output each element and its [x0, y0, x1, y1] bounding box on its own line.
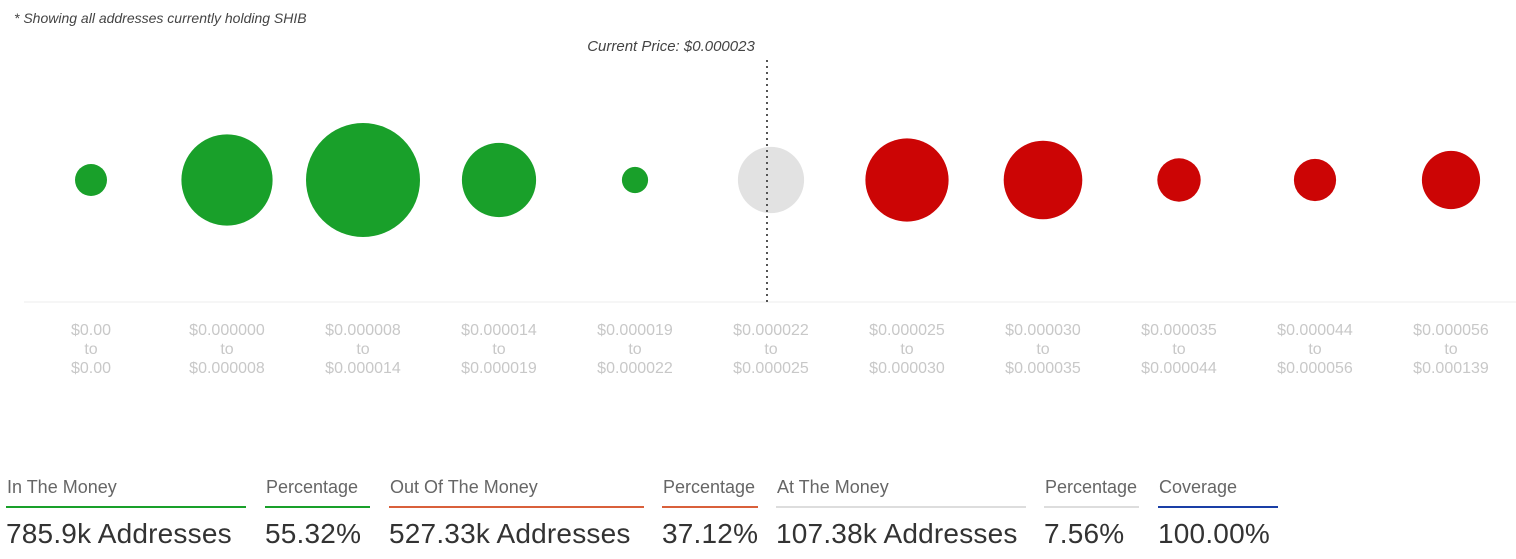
range-to: $0.000035 — [1005, 360, 1081, 377]
summary-value: 55.32% — [265, 518, 362, 549]
bubble-chart — [24, 60, 1516, 303]
range-from: $0.000025 — [869, 322, 945, 339]
range-to: $0.000139 — [1413, 360, 1489, 377]
summary-underline — [389, 506, 644, 508]
range-from: $0.000035 — [1141, 322, 1217, 339]
range-connector: to — [628, 341, 642, 358]
range-to: $0.000056 — [1277, 360, 1353, 377]
range-label: $0.00 to $0.00 — [31, 321, 151, 378]
range-from: $0.000044 — [1277, 322, 1353, 339]
range-connector: to — [1036, 341, 1050, 358]
range-to: $0.00 — [70, 360, 112, 377]
summary-value: 527.33k Addresses — [389, 518, 631, 549]
summary-underline — [1044, 506, 1139, 508]
range-connector: to — [900, 341, 914, 358]
range-label: $0.000014 to $0.000019 — [439, 321, 559, 378]
range-label: $0.000044 to $0.000056 — [1255, 321, 1375, 378]
summary-block: Out Of The Money 527.33k Addresses — [389, 477, 644, 550]
range-connector: to — [764, 341, 778, 358]
range-from: $0.000056 — [1413, 322, 1489, 339]
range-to: $0.000025 — [733, 360, 809, 377]
summary-label: Percentage — [663, 477, 756, 497]
summary-block: At The Money 107.38k Addresses — [776, 477, 1026, 550]
bubble-out-8[interactable] — [1157, 158, 1201, 202]
bubble-in-3[interactable] — [461, 142, 537, 218]
summary-value: 107.38k Addresses — [776, 518, 1018, 549]
range-label: $0.000035 to $0.000044 — [1119, 321, 1239, 378]
range-label: $0.000056 to $0.000139 — [1391, 321, 1511, 378]
summary-label: At The Money — [777, 477, 889, 497]
range-label: $0.000025 to $0.000030 — [847, 321, 967, 378]
summary-label: Percentage — [1045, 477, 1138, 497]
summary-label: Out Of The Money — [390, 477, 538, 497]
range-to: $0.000008 — [189, 360, 265, 377]
range-label: $0.000030 to $0.000035 — [983, 321, 1103, 378]
summary-underline — [662, 506, 758, 508]
range-label: $0.000019 to $0.000022 — [575, 321, 695, 378]
summary-value: 37.12% — [662, 518, 759, 549]
range-label: $0.000000 to $0.000008 — [167, 321, 287, 378]
bubble-in-1[interactable] — [181, 134, 273, 226]
summary-underline — [265, 506, 370, 508]
range-connector: to — [1444, 341, 1458, 358]
range-to: $0.000019 — [461, 360, 537, 377]
summary-value: 7.56% — [1044, 518, 1125, 549]
summary-underline — [6, 506, 246, 508]
range-from: $0.000008 — [325, 322, 401, 339]
bubble-in-2[interactable] — [306, 123, 420, 237]
range-connector: to — [84, 341, 98, 358]
current-price-label: Current Price: $0.000023 — [587, 38, 755, 55]
summary-underline — [776, 506, 1026, 508]
summary-block: Coverage 100.00% — [1158, 477, 1278, 550]
bubble-in-4[interactable] — [621, 166, 649, 194]
range-to: $0.000014 — [325, 360, 401, 377]
bubble-out-6[interactable] — [865, 138, 949, 222]
range-from: $0.000014 — [461, 322, 537, 339]
range-to: $0.000044 — [1141, 360, 1217, 377]
range-to: $0.000030 — [869, 360, 945, 377]
range-connector: to — [356, 341, 370, 358]
summary-value: 100.00% — [1158, 518, 1270, 549]
bubble-out-7[interactable] — [1003, 140, 1083, 220]
summary-label: In The Money — [7, 477, 117, 497]
range-label: $0.000022 to $0.000025 — [711, 321, 831, 378]
summary-label: Percentage — [266, 477, 359, 497]
bubble-at-5[interactable] — [737, 146, 805, 214]
range-label: $0.000008 to $0.000014 — [303, 321, 423, 378]
bubble-out-10[interactable] — [1421, 150, 1481, 210]
summary-block: Percentage 37.12% — [662, 477, 758, 550]
bubble-out-9[interactable] — [1293, 158, 1337, 202]
range-from: $0.000030 — [1005, 322, 1081, 339]
summary-value: 785.9k Addresses — [6, 518, 232, 549]
range-connector: to — [1308, 341, 1322, 358]
range-from: $0.000000 — [189, 322, 265, 339]
range-from: $0.000019 — [597, 322, 673, 339]
summary-block: In The Money 785.9k Addresses — [6, 477, 246, 550]
range-connector: to — [1172, 341, 1186, 358]
summary-underline — [1158, 506, 1278, 508]
range-connector: to — [220, 341, 234, 358]
summary-block: Percentage 55.32% — [265, 477, 370, 550]
range-from: $0.000022 — [733, 322, 809, 339]
range-connector: to — [492, 341, 506, 358]
chart-footnote: * Showing all addresses currently holdin… — [14, 10, 307, 26]
range-to: $0.000022 — [597, 360, 673, 377]
summary-label: Coverage — [1159, 477, 1238, 497]
summary-block: Percentage 7.56% — [1044, 477, 1139, 550]
range-from: $0.00 — [70, 322, 112, 339]
bubble-in-0[interactable] — [75, 164, 107, 196]
